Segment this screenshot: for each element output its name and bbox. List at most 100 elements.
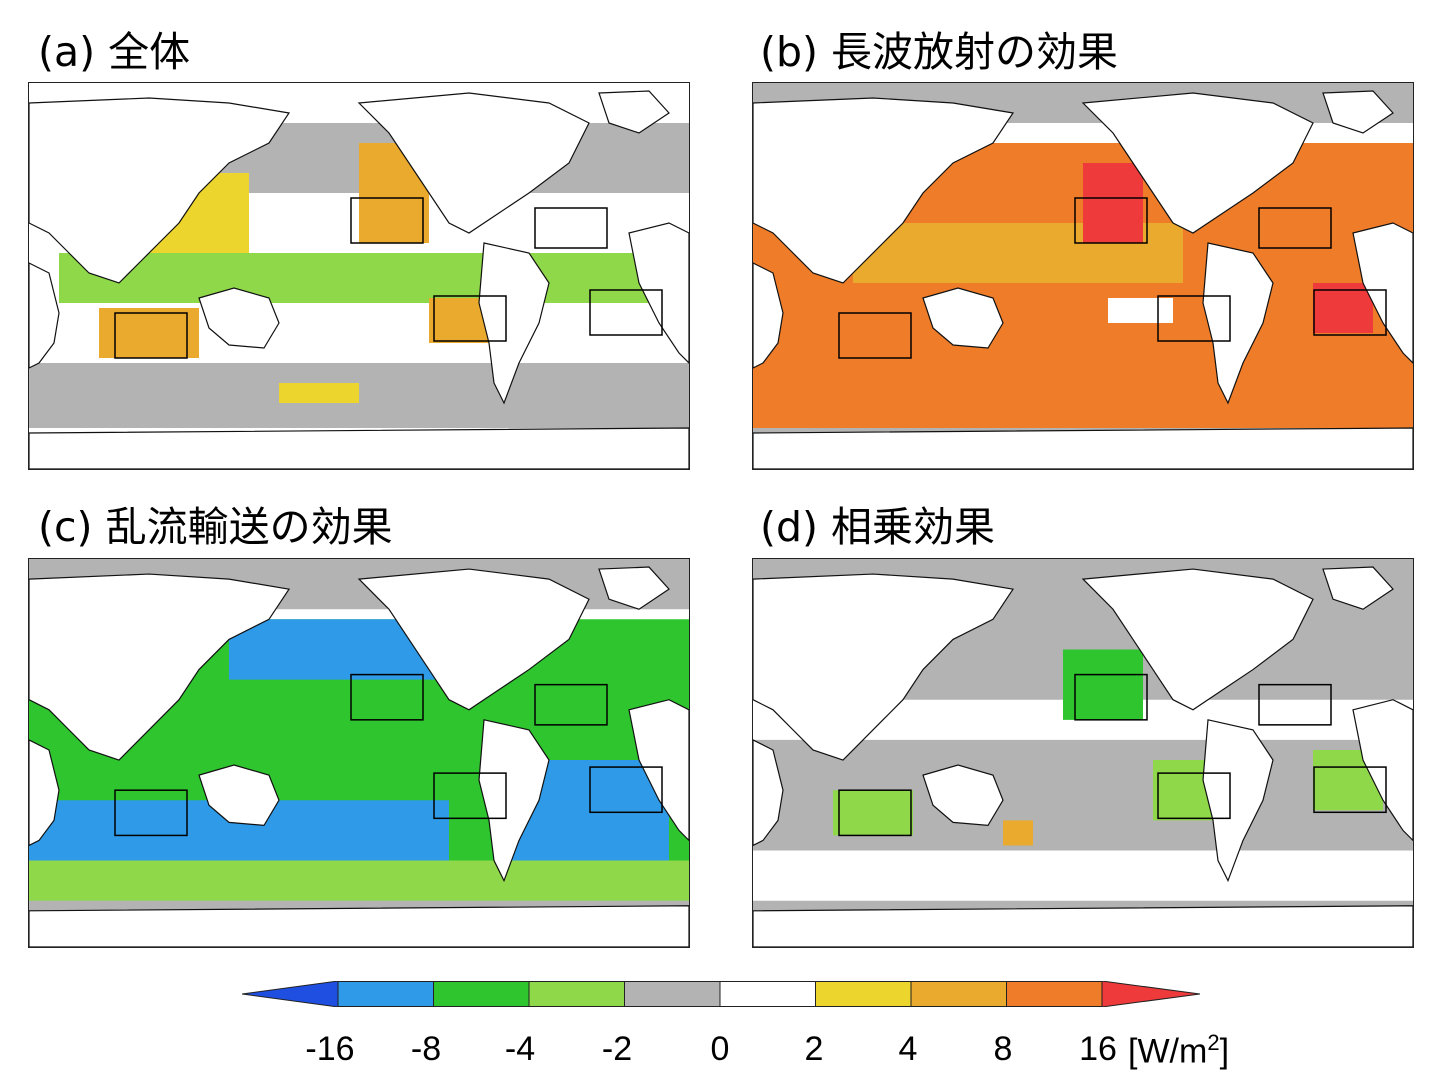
map-d-land-4 (1202, 719, 1274, 883)
map-a-field-2 (359, 143, 429, 243)
colorbar-bin-4-8 (911, 981, 1007, 1007)
map-c-land-0 (29, 573, 291, 761)
map-c-land-5 (598, 566, 670, 610)
map-b-land-5 (1322, 90, 1394, 134)
colorbar-label-n8: -8 (410, 1030, 442, 1068)
map-c-svg (29, 559, 689, 947)
unit-suffix: ] (1219, 1032, 1230, 1071)
colorbar-bin-n2-0 (624, 981, 720, 1007)
map-c-region-box-3 (433, 772, 507, 820)
map-d-land-1 (753, 739, 784, 847)
colorbar-label-8: 8 (993, 1030, 1013, 1068)
colorbar-label-n4: -4 (504, 1030, 536, 1068)
map-panel-c (28, 558, 690, 948)
map-a-region-box-2 (114, 312, 188, 359)
map-panel-a (28, 82, 690, 470)
colorbar-bin-n4-n2 (529, 981, 625, 1007)
map-b-land-7 (753, 427, 1413, 469)
colorbar-extend-left (242, 981, 338, 1007)
map-c-land-3 (357, 568, 590, 711)
map-d-field-7 (1003, 820, 1033, 846)
colorbar (242, 981, 1200, 1007)
colorbar-label-0: 0 (710, 1030, 730, 1068)
colorbar-label-16: 16 (1079, 1030, 1117, 1068)
map-b-field-3 (1313, 283, 1373, 333)
map-a-field-3 (59, 253, 649, 303)
unit-prefix: [W/m (1128, 1032, 1208, 1071)
map-b-region-box-4 (1313, 289, 1387, 336)
map-c-region-box-2 (114, 789, 188, 837)
map-b-land-1 (753, 262, 784, 369)
map-c-region-box-1 (534, 683, 608, 726)
colorbar-bin-0-2 (720, 981, 816, 1007)
map-c-field-1 (229, 619, 449, 680)
map-d-region-box-3 (1157, 772, 1231, 820)
map-d-svg (753, 559, 1413, 947)
colorbar-bin-n8-n4 (433, 981, 529, 1007)
colorbar-extend-right (1102, 981, 1200, 1007)
map-d-land-0 (753, 573, 1015, 761)
map-b-field-0 (753, 143, 1413, 428)
map-d-region-box-0 (1074, 673, 1148, 721)
map-c-region-box-4 (589, 766, 663, 814)
map-c-land-4 (478, 719, 550, 883)
map-d-land-7 (753, 905, 1413, 947)
map-a-land-4 (478, 242, 550, 405)
map-c-land-2 (198, 764, 280, 827)
map-d-region-box-2 (838, 789, 912, 837)
map-b-land-0 (753, 97, 1015, 284)
map-d-field-3 (1063, 649, 1143, 720)
colorbar-label-4: 4 (898, 1030, 918, 1068)
map-c-field-2 (29, 800, 449, 861)
map-d-region-box-4 (1313, 766, 1387, 814)
map-a-region-box-0 (350, 197, 424, 244)
map-c-region-box-0 (350, 673, 424, 721)
map-a-land-5 (598, 90, 670, 134)
map-b-region-box-3 (1157, 295, 1231, 342)
map-d-region-box-1 (1258, 683, 1332, 726)
map-b-land-4 (1202, 242, 1274, 405)
map-d-land-2 (922, 764, 1004, 827)
map-b-field-4 (1108, 298, 1173, 323)
map-panel-d (752, 558, 1414, 948)
panel-title-a: (a) 全体 (38, 28, 191, 76)
colorbar-bin-2-4 (815, 981, 911, 1007)
colorbar-bin-8-16 (1006, 981, 1102, 1007)
map-a-region-box-4 (589, 289, 663, 336)
map-a-land-2 (198, 287, 280, 349)
unit-sup: 2 (1207, 1030, 1220, 1055)
map-d-land-3 (1081, 568, 1314, 711)
map-b-field-2 (1083, 163, 1143, 243)
map-c-field-3 (509, 760, 669, 861)
map-d-field-4 (833, 790, 913, 836)
map-a-land-1 (29, 262, 60, 369)
colorbar-label-2: 2 (804, 1030, 824, 1068)
map-a-region-box-1 (534, 207, 608, 249)
map-a-land-7 (29, 427, 689, 469)
map-a-field-4 (99, 308, 199, 358)
map-b-region-box-1 (1258, 207, 1332, 249)
map-c-land-1 (29, 739, 60, 847)
panel-title-d: (d) 相乗効果 (760, 503, 996, 551)
map-b-region-box-0 (1074, 197, 1148, 244)
map-b-land-2 (922, 287, 1004, 349)
map-c-field-4 (29, 860, 689, 901)
map-panel-b (752, 82, 1414, 470)
map-a-land-0 (29, 97, 291, 284)
map-b-land-3 (1081, 92, 1314, 234)
colorbar-unit: [W/m2] (1128, 1030, 1229, 1071)
map-b-svg (753, 83, 1413, 469)
map-a-field-7 (279, 383, 359, 403)
map-a-region-box-3 (433, 295, 507, 342)
panel-title-b: (b) 長波放射の効果 (760, 28, 1119, 76)
map-d-field-2 (753, 850, 1413, 901)
colorbar-label-n16: -16 (305, 1030, 355, 1068)
colorbar-bin-n16-n8 (338, 981, 434, 1007)
panel-title-c: (c) 乱流輸送の効果 (38, 503, 393, 551)
map-d-land-5 (1322, 566, 1394, 610)
colorbar-label-n2: -2 (601, 1030, 633, 1068)
map-b-region-box-2 (838, 312, 912, 359)
map-a-svg (29, 90, 689, 469)
map-a-land-3 (357, 92, 590, 234)
map-c-land-7 (29, 905, 689, 947)
